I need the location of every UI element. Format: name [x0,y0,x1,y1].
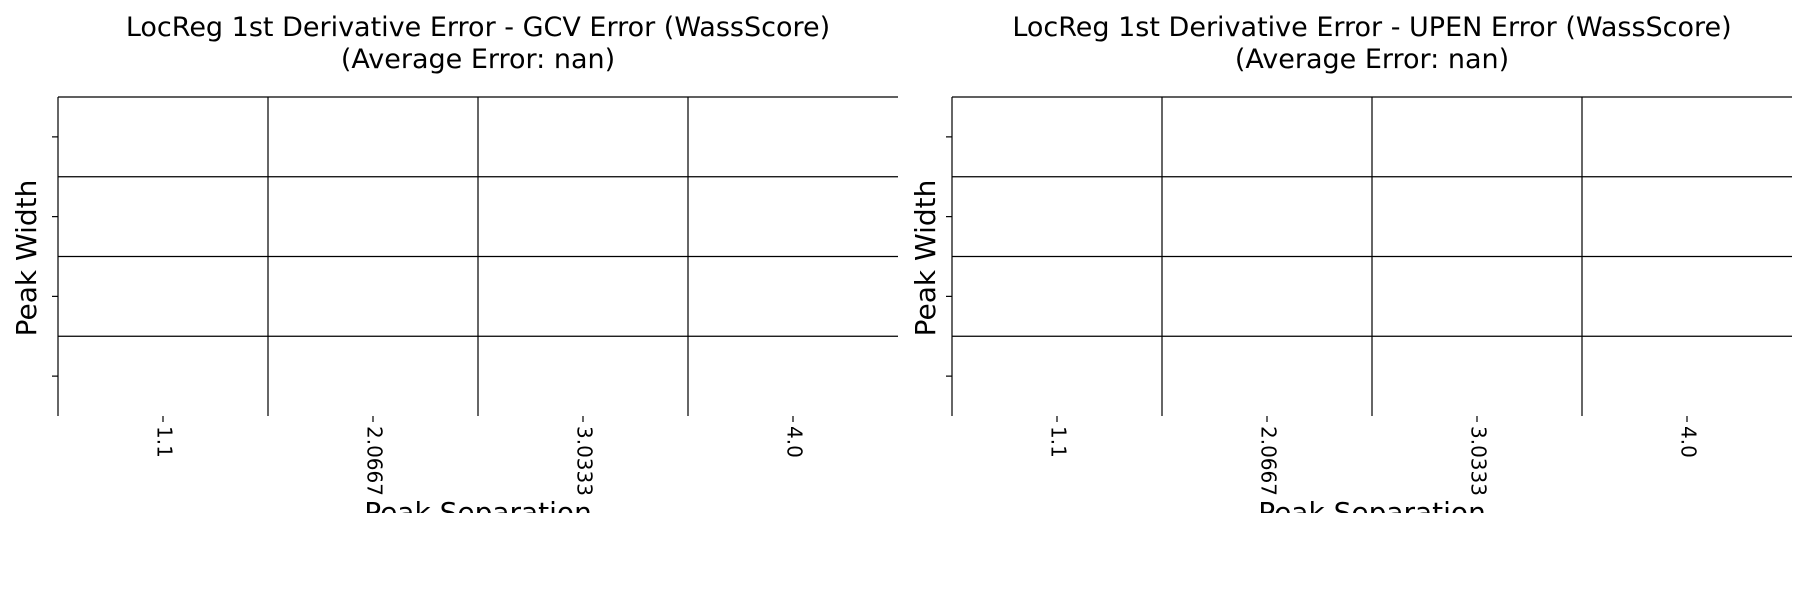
heatmap-cell [58,336,268,416]
x-tick-label: 1.1 [1047,426,1071,458]
chart-title-line1: LocReg 1st Derivative Error - UPEN Error… [1012,12,1731,43]
heatmap-cell [268,97,478,177]
heatmap-cell [478,256,688,337]
heatmap-cell [1582,336,1792,416]
heatmap-cell [952,256,1162,337]
x-tick-label: 2.0667 [1257,426,1281,496]
heatmap-cell [1162,256,1372,337]
clip-mask [0,513,1800,600]
heatmap-cell [952,336,1162,416]
heatmap-cell [58,256,268,337]
heatmap-cell [478,97,688,177]
x-tick-label: 3.0333 [1467,426,1491,496]
x-tick-label: 1.1 [153,426,177,458]
y-axis-label: Peak Width [909,180,942,337]
heatmap-cell [478,176,688,257]
x-tick-label: 4.0 [1677,426,1701,458]
chart-title-line2: (Average Error: nan) [1235,44,1509,75]
heatmap-cell [1162,176,1372,257]
plot-area: 1.1 2.0667 3.0333 4.0 [946,96,1792,496]
heatmap-cell [688,97,898,177]
heatmap-cell [688,336,898,416]
heatmap-cell [688,176,898,257]
heatmap-cell [1582,97,1792,177]
x-tick-label: 2.0667 [363,426,387,496]
heatmap-cell [268,176,478,257]
heatmap-cell [688,256,898,337]
chart-title-line1: LocReg 1st Derivative Error - GCV Error … [126,12,830,43]
x-tick-label: 4.0 [783,426,807,458]
heatmap-cell [952,176,1162,257]
heatmap-cell [1162,97,1372,177]
heatmap-gcv: LocReg 1st Derivative Error - GCV Error … [10,12,898,529]
heatmap-cell [58,176,268,257]
heatmap-upen: LocReg 1st Derivative Error - UPEN Error… [909,12,1792,529]
heatmap-cell [478,336,688,416]
heatmap-cell [1372,97,1582,177]
y-axis-label: Peak Width [10,180,43,337]
heatmap-cell [1372,256,1582,337]
plot-area: 1.1 2.0667 3.0333 4.0 [52,96,898,496]
heatmap-cell [268,256,478,337]
heatmap-cell [1162,336,1372,416]
heatmap-cell [268,336,478,416]
heatmap-cell [58,97,268,177]
chart-title-line2: (Average Error: nan) [341,44,615,75]
heatmap-cell [1582,176,1792,257]
heatmap-cell [952,97,1162,177]
heatmap-cell [1582,256,1792,337]
x-tick-label: 3.0333 [573,426,597,496]
heatmap-cell [1372,176,1582,257]
heatmap-cell [1372,336,1582,416]
